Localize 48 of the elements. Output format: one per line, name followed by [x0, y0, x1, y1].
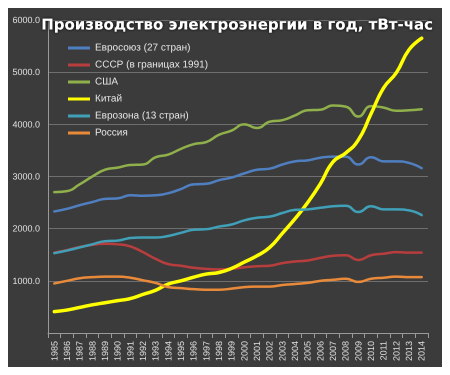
x-tick-label: 2012 — [391, 341, 402, 362]
x-tick-label: 2011 — [378, 341, 389, 360]
line-series — [52, 36, 424, 314]
x-tick-label: 1987 — [74, 341, 85, 362]
y-tick-label: 6000.0 — [12, 15, 40, 25]
x-tick-label: 2013 — [404, 341, 414, 362]
legend-label: Россия — [95, 128, 128, 138]
x-tick-label: 1996 — [188, 341, 199, 362]
chart-title: Производство электроэнергии в год, тВт-час — [41, 16, 434, 34]
x-tick-label: 1993 — [150, 341, 161, 362]
x-tick-label: 1992 — [138, 341, 148, 362]
x-tick-label: 1998 — [214, 341, 224, 362]
x-tick-label: 2001 — [252, 341, 262, 362]
x-tick-label: 1988 — [87, 341, 98, 362]
x-tick-label: 1991 — [125, 341, 136, 362]
legend-label: Еврозона (13 стран) — [95, 110, 189, 122]
y-tick-label: 3000.0 — [12, 172, 40, 182]
x-tick-label: 1990 — [112, 341, 123, 362]
x-tick-label: 2005 — [302, 341, 313, 362]
x-tick-label: 2002 — [264, 341, 275, 362]
y-tick-label: 2000.0 — [12, 224, 40, 234]
x-tick-label: 2008 — [340, 341, 351, 362]
legend-label: США — [95, 76, 118, 88]
x-tick-label: 2010 — [366, 341, 376, 362]
x-tick-label: 1986 — [62, 341, 72, 362]
y-tick-label: 4000.0 — [12, 119, 40, 130]
x-tick-label: 1994 — [163, 341, 174, 362]
line-series — [53, 275, 423, 291]
x-tick-label: 1999 — [226, 341, 237, 362]
line-series — [53, 104, 423, 194]
legend-label: Евросоюз (27 стран) — [95, 42, 190, 54]
x-tick-label: 1985 — [49, 341, 60, 362]
legend-label: СССР (в границах 1991) — [95, 60, 208, 70]
x-tick-label: 1989 — [100, 341, 110, 362]
y-tick-label: 1000.0 — [12, 276, 40, 286]
x-tick-label: 2009 — [353, 341, 364, 362]
line-series — [53, 204, 423, 254]
x-tick-label: 2006 — [315, 341, 326, 362]
legend-label: Китай — [95, 94, 122, 104]
line-series — [53, 155, 423, 213]
x-tick-label: 1997 — [201, 341, 212, 362]
x-tick-label: 2014 — [416, 341, 427, 362]
x-tick-label: 1995 — [176, 341, 186, 362]
x-tick-label: 2003 — [277, 341, 288, 362]
y-tick-label: 5000.0 — [12, 67, 40, 78]
x-tick-label: 2007 — [328, 341, 338, 362]
x-tick-label: 2000 — [239, 341, 250, 362]
x-tick-label: 2004 — [290, 341, 300, 362]
